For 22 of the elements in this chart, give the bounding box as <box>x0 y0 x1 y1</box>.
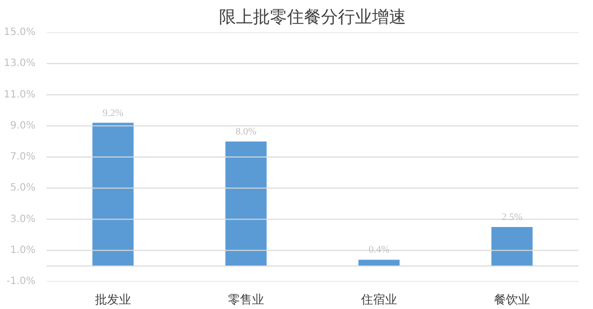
x-tick-label: 住宿业 <box>360 292 397 306</box>
bar <box>358 260 400 266</box>
y-tick-label: 7.0% <box>10 152 36 162</box>
data-label: 8.0% <box>236 126 256 138</box>
data-label: 9.2% <box>102 108 124 119</box>
y-tick-label: 1.0% <box>10 244 36 256</box>
chart-title: 限上批零住餐分行业增速 <box>219 8 406 28</box>
x-tick-label: 餐饮业 <box>494 292 530 306</box>
x-tick-label: 零售业 <box>228 292 264 306</box>
bar <box>92 122 134 266</box>
bar <box>225 141 267 266</box>
y-tick-label: 5.0% <box>10 182 36 194</box>
y-tick-label: 11.0% <box>4 89 36 100</box>
y-tick-label: -1.0% <box>6 276 36 287</box>
y-tick-label: 13.0% <box>4 58 36 70</box>
y-tick-label: 15.0% <box>4 27 36 38</box>
y-tick-label: 9.0% <box>10 120 36 132</box>
y-tick-label: 3.0% <box>10 214 36 225</box>
x-tick-label: 批发业 <box>95 292 131 306</box>
bar <box>491 227 533 266</box>
data-label: 2.5% <box>502 212 522 224</box>
data-label: 0.4% <box>368 244 390 256</box>
